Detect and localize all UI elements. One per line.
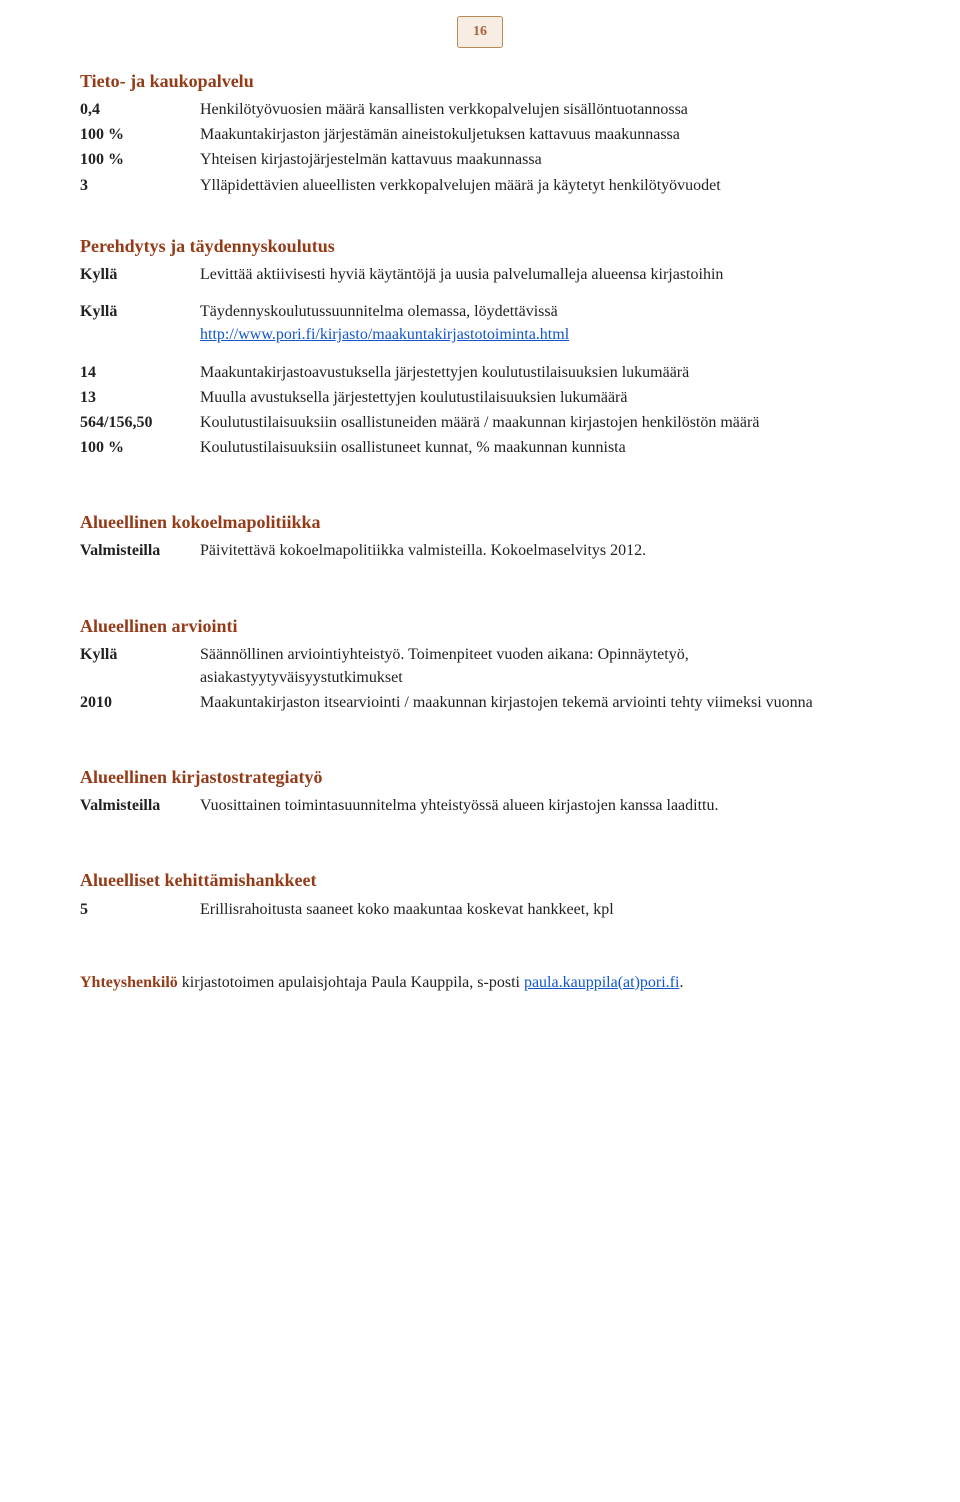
row-key: 3 bbox=[80, 174, 200, 197]
row-key: 100 % bbox=[80, 436, 200, 459]
data-row: 5 Erillisrahoitusta saaneet koko maakunt… bbox=[80, 898, 880, 921]
data-row: 100 % Yhteisen kirjastojärjestelmän katt… bbox=[80, 148, 880, 171]
spacer bbox=[80, 923, 880, 971]
data-row: 100 % Maakuntakirjaston järjestämän aine… bbox=[80, 123, 880, 146]
row-key: 2010 bbox=[80, 691, 200, 714]
row-key: Kyllä bbox=[80, 300, 200, 323]
row-key: 100 % bbox=[80, 148, 200, 171]
page-number: 16 bbox=[473, 22, 487, 42]
section-title-tieto: Tieto- ja kaukopalvelu bbox=[80, 68, 880, 94]
training-plan-link[interactable]: http://www.pori.fi/kirjasto/maakuntakirj… bbox=[200, 326, 569, 343]
spacer bbox=[80, 461, 880, 509]
row-value: Maakuntakirjastoavustuksella järjestetty… bbox=[200, 361, 880, 384]
data-row: 100 % Koulutustilaisuuksiin osallistunee… bbox=[80, 436, 880, 459]
row-value: Päivitettävä kokoelmapolitiikka valmiste… bbox=[200, 539, 880, 562]
row-key: 14 bbox=[80, 361, 200, 384]
row-value: Täydennyskoulutussuunnitelma olemassa, l… bbox=[200, 300, 880, 346]
contact-text: kirjastotoimen apulaisjohtaja Paula Kaup… bbox=[178, 974, 524, 991]
spacer bbox=[80, 819, 880, 867]
row-key: 5 bbox=[80, 898, 200, 921]
contact-label: Yhteyshenkilö bbox=[80, 974, 178, 991]
contact-footer: Yhteyshenkilö kirjastotoimen apulaisjoht… bbox=[80, 971, 880, 994]
row-value: Ylläpidettävien alueellisten verkkopalve… bbox=[200, 174, 880, 197]
row-value: Maakuntakirjaston järjestämän aineistoku… bbox=[200, 123, 880, 146]
data-row: Valmisteilla Vuosittainen toimintasuunni… bbox=[80, 794, 880, 817]
spacer bbox=[80, 716, 880, 764]
row-key: 13 bbox=[80, 386, 200, 409]
row-key: Kyllä bbox=[80, 643, 200, 666]
section-title-kokoelma: Alueellinen kokoelmapolitiikka bbox=[80, 509, 880, 535]
document-page: 16 Tieto- ja kaukopalvelu 0,4 Henkilötyö… bbox=[0, 0, 960, 1042]
data-row: Kyllä Levittää aktiivisesti hyviä käytän… bbox=[80, 263, 880, 286]
section-title-arviointi: Alueellinen arviointi bbox=[80, 613, 880, 639]
section-title-kehhanke: Alueelliset kehittämishankkeet bbox=[80, 867, 880, 893]
row-key: 100 % bbox=[80, 123, 200, 146]
spacer bbox=[80, 349, 880, 359]
data-row: 2010 Maakuntakirjaston itsearviointi / m… bbox=[80, 691, 880, 714]
row-value: Erillisrahoitusta saaneet koko maakuntaa… bbox=[200, 898, 880, 921]
spacer bbox=[80, 565, 880, 613]
row-key: 0,4 bbox=[80, 98, 200, 121]
row-key: Valmisteilla bbox=[80, 539, 200, 562]
row-value: Säännöllinen arviointiyhteistyö. Toimenp… bbox=[200, 643, 880, 689]
row-value: Maakuntakirjaston itsearviointi / maakun… bbox=[200, 691, 880, 714]
row-value: Koulutustilaisuuksiin osallistuneet kunn… bbox=[200, 436, 880, 459]
data-row: 3 Ylläpidettävien alueellisten verkkopal… bbox=[80, 174, 880, 197]
contact-email-link[interactable]: paula.kauppila(at)pori.fi bbox=[524, 974, 680, 991]
row-value: Vuosittainen toimintasuunnitelma yhteist… bbox=[200, 794, 880, 817]
row-key: 564/156,50 bbox=[80, 411, 200, 434]
page-number-badge: 16 bbox=[457, 16, 503, 48]
spacer bbox=[80, 288, 880, 298]
section-title-strategia: Alueellinen kirjastostrategiatyö bbox=[80, 764, 880, 790]
row-value-prefix: Täydennyskoulutussuunnitelma olemassa, l… bbox=[200, 303, 558, 320]
data-row: 14 Maakuntakirjastoavustuksella järjeste… bbox=[80, 361, 880, 384]
contact-trailing: . bbox=[679, 974, 683, 991]
data-row: 564/156,50 Koulutustilaisuuksiin osallis… bbox=[80, 411, 880, 434]
row-value: Henkilötyövuosien määrä kansallisten ver… bbox=[200, 98, 880, 121]
row-value: Levittää aktiivisesti hyviä käytäntöjä j… bbox=[200, 263, 880, 286]
section-title-perehdytys: Perehdytys ja täydennyskoulutus bbox=[80, 233, 880, 259]
row-key: Valmisteilla bbox=[80, 794, 200, 817]
data-row: 0,4 Henkilötyövuosien määrä kansallisten… bbox=[80, 98, 880, 121]
row-key: Kyllä bbox=[80, 263, 200, 286]
row-value: Muulla avustuksella järjestettyjen koulu… bbox=[200, 386, 880, 409]
row-value: Koulutustilaisuuksiin osallistuneiden mä… bbox=[200, 411, 880, 434]
spacer bbox=[80, 199, 880, 233]
data-row: Kyllä Säännöllinen arviointiyhteistyö. T… bbox=[80, 643, 880, 689]
data-row: Kyllä Täydennyskoulutussuunnitelma olema… bbox=[80, 300, 880, 346]
data-row: 13 Muulla avustuksella järjestettyjen ko… bbox=[80, 386, 880, 409]
data-row: Valmisteilla Päivitettävä kokoelmapoliti… bbox=[80, 539, 880, 562]
row-value: Yhteisen kirjastojärjestelmän kattavuus … bbox=[200, 148, 880, 171]
